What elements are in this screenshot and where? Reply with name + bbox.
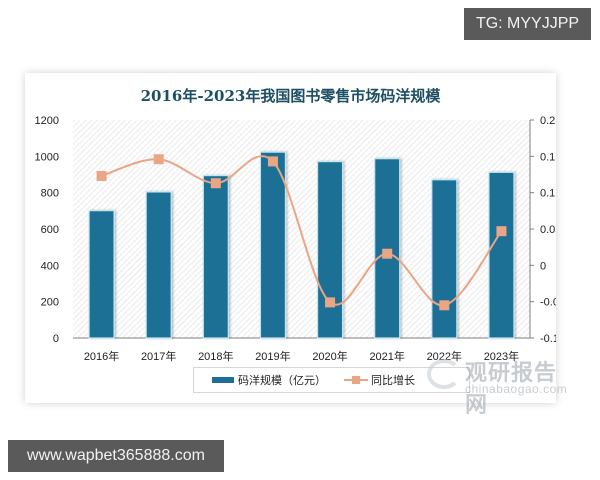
- x-tick-label: 2017年: [141, 349, 176, 363]
- y-tick-label: 600: [41, 224, 59, 236]
- x-tick-label: 2022年: [427, 349, 462, 363]
- bar: [374, 158, 401, 339]
- y2-tick-label: 0.15: [540, 151, 556, 163]
- y2-tick-label: -0.05: [540, 297, 556, 309]
- y-tick-label: 1200: [35, 115, 59, 127]
- chart-legend: 码洋规模（亿元） 同比增长: [193, 367, 470, 393]
- y2-tick-label: -0.1: [540, 333, 556, 345]
- y-tick-label: 400: [41, 260, 59, 272]
- bar: [488, 171, 515, 339]
- growth-line: [101, 155, 503, 307]
- watermark-cn: 观研报告网: [465, 361, 558, 418]
- growth-marker: [267, 156, 278, 167]
- chart-card: 2016年-2023年我国图书零售市场码洋规模 0 200 400 600 800 100…: [25, 73, 567, 418]
- x-tick-label: 2016年: [84, 349, 119, 363]
- legend-line-label: 同比增长: [371, 374, 415, 387]
- growth-marker: [325, 297, 336, 308]
- bar: [316, 161, 344, 339]
- bar: [259, 151, 287, 339]
- y2-tick-label: 0.05: [540, 224, 556, 236]
- bar: [88, 210, 115, 339]
- x-tick-label: 2021年: [369, 349, 404, 363]
- y2-tick-label: 0: [540, 260, 546, 272]
- tg-badge: TG: MYYJJPP: [464, 8, 591, 40]
- growth-marker: [210, 178, 221, 189]
- growth-marker: [439, 300, 450, 311]
- y-tick-label: 200: [41, 297, 59, 309]
- growth-marker: [382, 248, 393, 259]
- y-tick-label: 0: [53, 333, 59, 345]
- growth-marker: [153, 154, 164, 165]
- bar: [145, 191, 172, 339]
- growth-marker: [496, 226, 507, 237]
- legend-item-bars: 码洋规模（亿元）: [212, 372, 326, 388]
- legend-item-line: 同比增长: [344, 372, 415, 388]
- y2-tick-label: 0.2: [540, 115, 555, 127]
- chart-plot: 0 200 400 600 800 1000 1200 -0.1 -0.05 0 0.05 0.1 0.…: [35, 115, 556, 363]
- watermark-en: chinabaogao.com: [465, 382, 568, 396]
- plot-area: [73, 120, 530, 338]
- line-marker-swatch-icon: [344, 376, 368, 384]
- x-tick-label: 2019年: [255, 349, 290, 363]
- watermark-logo-icon: [427, 359, 461, 389]
- x-tick-label: 2023年: [484, 349, 519, 363]
- y-tick-label: 800: [41, 188, 59, 200]
- chart-title: 2016年-2023年我国图书零售市场码洋规模: [140, 87, 441, 105]
- x-tick-label: 2020年: [312, 349, 347, 363]
- bar: [431, 179, 458, 339]
- bar: [202, 174, 229, 339]
- y2-tick-label: 0.1: [540, 188, 555, 200]
- url-badge: www.wapbet365888.com: [8, 440, 224, 472]
- bar-swatch-icon: [212, 377, 234, 383]
- growth-marker: [96, 170, 107, 181]
- watermark: 观研报告网 chinabaogao.com: [425, 355, 575, 418]
- y-tick-label: 1000: [35, 151, 59, 163]
- legend-bar-label: 码洋规模（亿元）: [238, 374, 326, 387]
- x-tick-label: 2018年: [198, 349, 233, 363]
